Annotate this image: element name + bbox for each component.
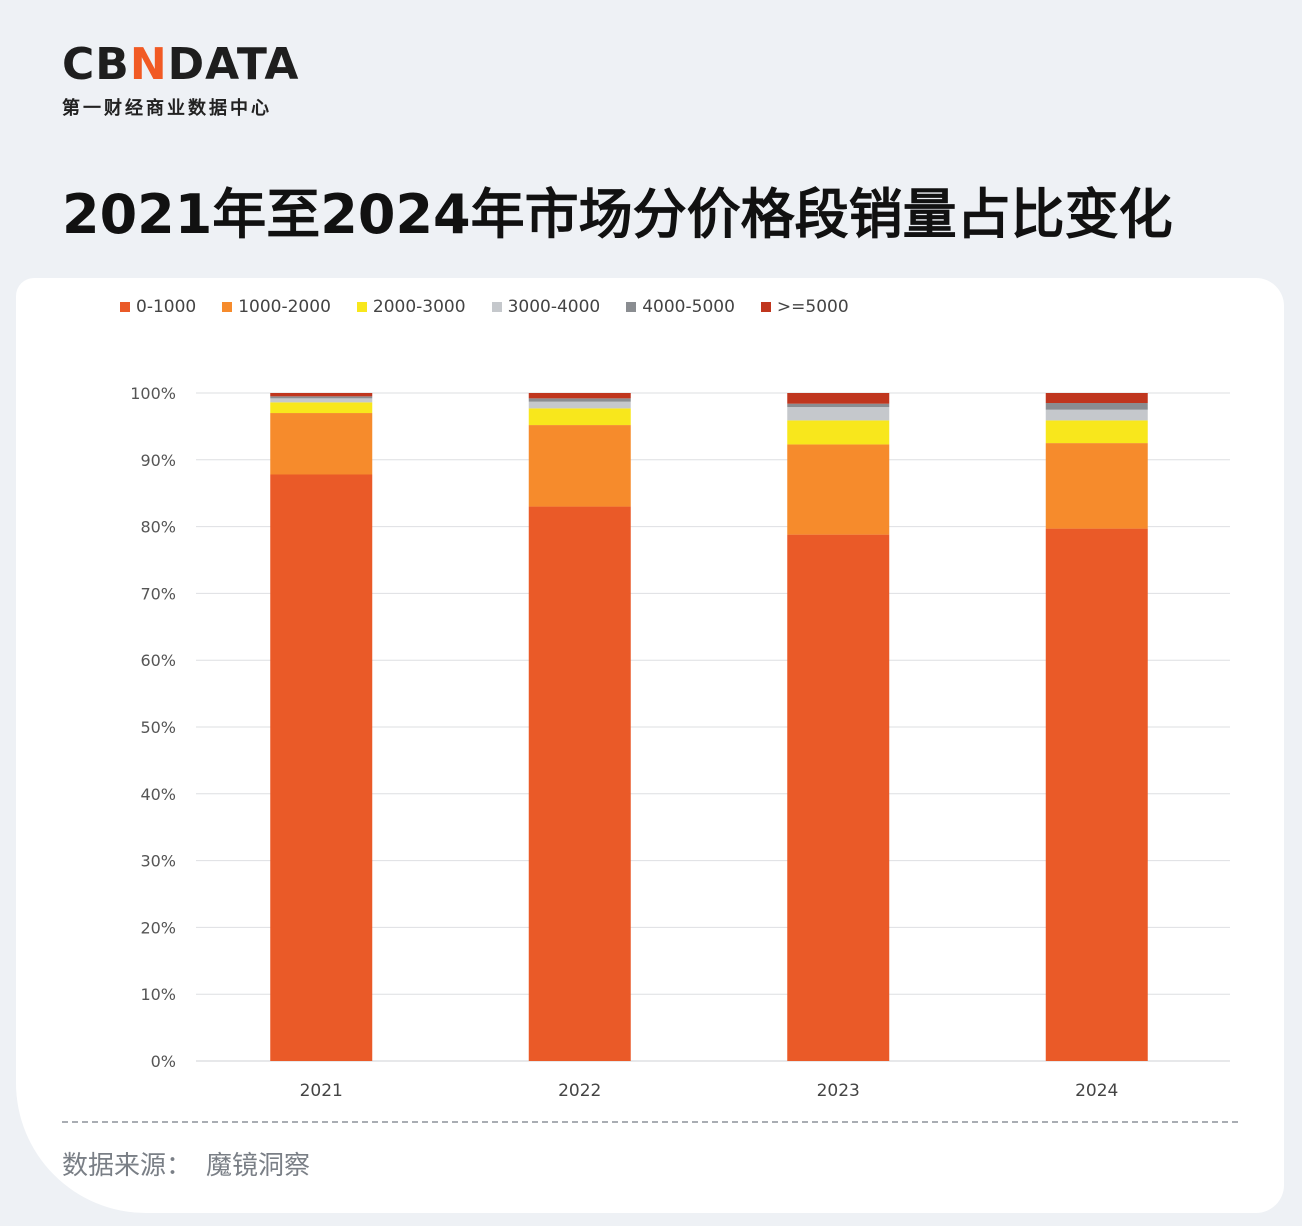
logo-accent-n: N xyxy=(129,39,168,90)
legend-label: >=5000 xyxy=(776,297,849,317)
bar-segment xyxy=(787,393,890,404)
legend-label: 3000-4000 xyxy=(507,297,601,317)
y-tick-label: 0% xyxy=(151,1052,176,1071)
brand-logo: CBNDATA 第一财经商业数据中心 xyxy=(62,40,299,120)
legend-item: 1000-2000 xyxy=(222,297,331,317)
bar-segment xyxy=(1045,403,1148,410)
legend-item: 4000-5000 xyxy=(626,297,735,317)
chart-legend: 0-1000 1000-2000 2000-3000 3000-4000 4000-50… xyxy=(120,297,875,317)
legend-swatch xyxy=(760,302,771,312)
x-tick-label: 2024 xyxy=(1075,1081,1118,1101)
bar-segment xyxy=(787,407,890,421)
logo-subtitle: 第一财经商业数据中心 xyxy=(62,98,272,119)
bar-segment xyxy=(270,474,373,1062)
bar-segment xyxy=(528,408,631,426)
y-tick-label: 80% xyxy=(140,518,176,537)
logo-wordmark: CBNDATA xyxy=(62,40,299,90)
legend-item: 2000-3000 xyxy=(356,297,466,317)
legend-item: >=5000 xyxy=(760,297,849,317)
source-value: 魔镜洞察 xyxy=(206,1151,311,1181)
bar-segment xyxy=(1045,420,1148,444)
bar-segment xyxy=(528,398,631,402)
bar-segment xyxy=(528,506,631,1061)
y-tick-label: 20% xyxy=(140,918,176,937)
legend-swatch xyxy=(491,302,502,312)
logo-text-cb: CB xyxy=(62,39,130,90)
bar-segment xyxy=(787,444,890,535)
y-tick-label: 30% xyxy=(140,852,176,871)
y-tick-label: 10% xyxy=(140,985,176,1004)
logo-text-data: DATA xyxy=(167,39,300,90)
y-tick-label: 70% xyxy=(140,584,176,603)
legend-swatch xyxy=(222,302,233,312)
bar-segment xyxy=(270,396,373,399)
bar-segment xyxy=(528,425,631,507)
legend-item: 0-1000 xyxy=(120,297,196,317)
y-tick-label: 90% xyxy=(140,451,176,470)
bar-segment xyxy=(1045,528,1148,1061)
x-tick-label: 2021 xyxy=(300,1081,343,1101)
bar-segment xyxy=(270,402,373,414)
bar-segment xyxy=(270,393,373,397)
bar-segment xyxy=(270,398,373,403)
legend-swatch xyxy=(626,302,637,312)
bar-segment xyxy=(1045,393,1148,404)
bar-segment xyxy=(1045,443,1148,529)
legend-label: 1000-2000 xyxy=(238,297,331,317)
legend-label: 2000-3000 xyxy=(372,297,466,317)
source-label: 数据来源： xyxy=(62,1151,193,1181)
bar-segment xyxy=(787,534,890,1061)
legend-swatch xyxy=(120,302,130,312)
y-tick-label: 100% xyxy=(130,384,176,403)
bar-segment xyxy=(787,420,890,445)
source-note: 数据来源： 魔镜洞察 xyxy=(62,1145,324,1182)
bar-segment xyxy=(787,403,890,408)
x-tick-label: 2023 xyxy=(817,1081,860,1101)
legend-label: 4000-5000 xyxy=(642,297,735,317)
y-tick-label: 60% xyxy=(140,651,176,670)
legend-item: 3000-4000 xyxy=(491,297,601,317)
bar-segment xyxy=(270,413,373,475)
bar-segment xyxy=(528,393,631,399)
y-tick-label: 40% xyxy=(140,785,176,804)
dashed-divider xyxy=(62,1121,1238,1123)
legend-swatch xyxy=(356,302,367,312)
x-tick-label: 2022 xyxy=(558,1081,601,1101)
legend-label: 0-1000 xyxy=(136,297,197,317)
bar-segment xyxy=(528,401,631,409)
y-tick-label: 50% xyxy=(140,718,176,737)
bar-segment xyxy=(1045,409,1148,421)
page-headline: 2021年至2024年市场分价格段销量占比变化 xyxy=(62,183,1173,246)
